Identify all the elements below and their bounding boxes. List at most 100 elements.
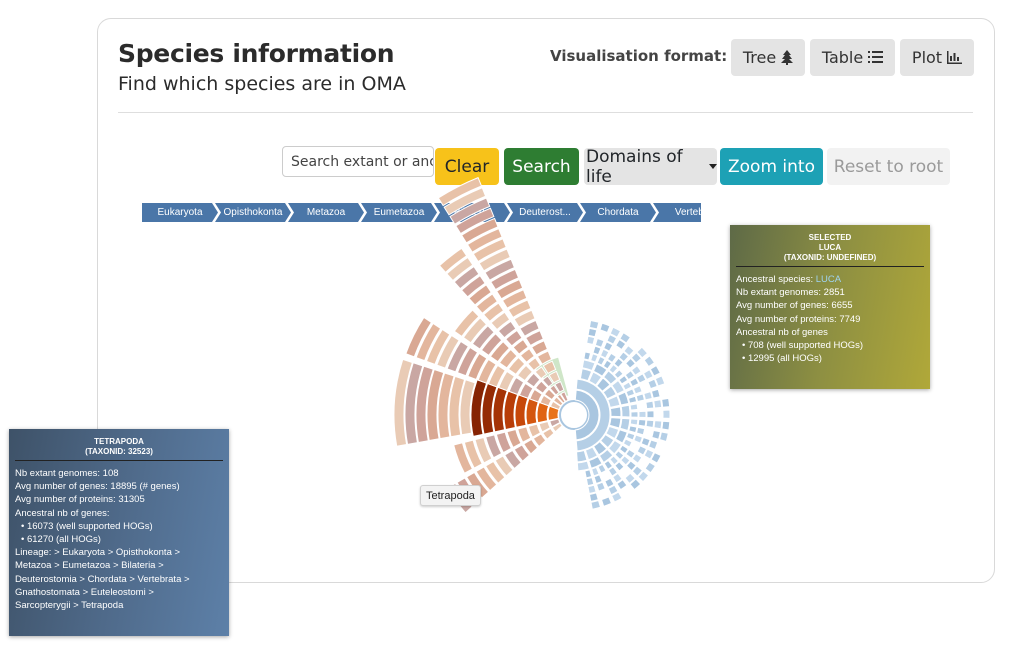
sunburst-segment-eukaryota[interactable] bbox=[527, 357, 542, 372]
sunburst-segment-bacteria[interactable] bbox=[625, 460, 637, 472]
search-button[interactable]: Search bbox=[504, 148, 579, 185]
sunburst-segment-eukaryota[interactable] bbox=[507, 299, 532, 319]
ancestral-species-link[interactable]: LUCA bbox=[815, 274, 842, 285]
sunburst-segment-bacteria[interactable] bbox=[606, 352, 618, 364]
sunburst-segment-bacteria[interactable] bbox=[588, 319, 600, 330]
sunburst-segment-eukaryota[interactable] bbox=[498, 348, 518, 369]
sunburst-segment-bacteria[interactable] bbox=[643, 355, 656, 368]
sunburst-segment-bacteria[interactable] bbox=[608, 417, 622, 429]
sunburst-segment-bacteria[interactable] bbox=[644, 461, 657, 474]
sunburst-segment-eukaryota[interactable] bbox=[543, 388, 556, 401]
sunburst-segment-eukaryota[interactable] bbox=[548, 370, 561, 384]
sunburst-segment-bacteria[interactable] bbox=[624, 472, 636, 485]
sunburst-segment-eukaryota[interactable] bbox=[532, 433, 547, 448]
sunburst-segment-eukaryota[interactable] bbox=[508, 376, 525, 396]
sunburst-segment-eukaryota[interactable] bbox=[513, 309, 536, 328]
sunburst-segment-bacteria[interactable] bbox=[592, 440, 608, 456]
sunburst-segment-bacteria[interactable] bbox=[581, 359, 596, 372]
sunburst-segment-bacteria[interactable] bbox=[637, 470, 650, 483]
sunburst-segment-bacteria[interactable] bbox=[590, 353, 599, 363]
sunburst-segment-eukaryota[interactable] bbox=[449, 197, 491, 225]
breadcrumb-item-vertebrata[interactable]: Vertebr bbox=[653, 203, 701, 222]
sunburst-segment-eukaryota[interactable] bbox=[536, 350, 553, 365]
sunburst-segment-bacteria[interactable] bbox=[618, 374, 629, 385]
sunburst-segment-bacteria[interactable] bbox=[629, 478, 642, 491]
sunburst-segment-eukaryota[interactable] bbox=[475, 466, 498, 492]
sunburst-segment-eukaryota[interactable] bbox=[485, 434, 503, 459]
breadcrumb-item-eukaryota[interactable]: Eukaryota bbox=[142, 203, 218, 222]
sunburst-segment-bacteria[interactable] bbox=[642, 368, 654, 381]
sunburst-segment-bacteria[interactable] bbox=[599, 322, 611, 334]
sunburst-segment-bacteria[interactable] bbox=[588, 371, 603, 386]
breadcrumb-item-deuterostomia[interactable]: Deuterost... bbox=[507, 203, 583, 222]
sunburst-segment-bacteria[interactable] bbox=[636, 445, 648, 456]
sunburst-segment-tetrapoda[interactable] bbox=[525, 397, 539, 426]
sunburst-segment-bacteria[interactable] bbox=[615, 338, 627, 351]
sunburst-segment-eukaryota[interactable] bbox=[538, 420, 551, 433]
sunburst-segment-eukaryota[interactable] bbox=[460, 217, 499, 244]
sunburst-segment-tetrapoda[interactable] bbox=[448, 375, 466, 438]
sunburst-segment-bacteria[interactable] bbox=[596, 355, 606, 366]
sunburst-segment-bacteria[interactable] bbox=[623, 344, 635, 357]
sunburst-segment-eukaryota[interactable] bbox=[456, 346, 479, 377]
sunburst-segment-bacteria[interactable] bbox=[617, 391, 630, 406]
sunburst-segment-eukaryota[interactable] bbox=[460, 275, 486, 298]
reset-to-root-button[interactable]: Reset to root bbox=[827, 148, 950, 185]
sunburst-segment-bacteria[interactable] bbox=[616, 478, 628, 491]
sunburst-segment-bacteria[interactable] bbox=[598, 448, 614, 464]
sunburst-segment-tetrapoda[interactable] bbox=[459, 379, 476, 436]
sunburst-segment-eukaryota[interactable] bbox=[534, 366, 548, 380]
sunburst-segment-bacteria[interactable] bbox=[635, 393, 646, 403]
sunburst-segment-eukaryota[interactable] bbox=[539, 394, 553, 407]
sunburst-segment-tetrapoda[interactable] bbox=[426, 368, 445, 442]
sunburst-segment-eukaryota[interactable] bbox=[446, 340, 470, 373]
breadcrumb-item-metazoa[interactable]: Metazoa bbox=[288, 203, 364, 222]
sunburst-segment-bacteria[interactable] bbox=[587, 484, 597, 495]
sunburst-segment-eukaryota[interactable] bbox=[523, 438, 539, 455]
zoom-into-button[interactable]: Zoom into bbox=[720, 148, 823, 185]
sunburst-segment-eukaryota[interactable] bbox=[466, 227, 503, 253]
sunburst-segment-bacteria[interactable] bbox=[620, 404, 631, 418]
sunburst-segment-bacteria[interactable] bbox=[643, 448, 655, 460]
sunburst-segment-bacteria[interactable] bbox=[614, 461, 625, 472]
sunburst-segment-bacteria[interactable] bbox=[595, 481, 606, 492]
sunburst-segment-bacteria[interactable] bbox=[653, 420, 663, 430]
sunburst-segment-bacteria[interactable] bbox=[574, 389, 600, 441]
sunburst-segment-bacteria[interactable] bbox=[613, 357, 624, 369]
clear-button[interactable]: Clear bbox=[435, 148, 499, 185]
sunburst-segment-bacteria[interactable] bbox=[620, 455, 631, 466]
breadcrumb-item-eumetazoa[interactable]: Eumetazoa bbox=[361, 203, 437, 222]
sunburst-segment-eukaryota[interactable] bbox=[438, 247, 468, 274]
sunburst-segment-eukaryota[interactable] bbox=[556, 393, 566, 404]
sunburst-segment-eukaryota[interactable] bbox=[480, 333, 503, 357]
sunburst-segment-bacteria[interactable] bbox=[624, 369, 636, 381]
sunburst-segment-eukaryota[interactable] bbox=[516, 364, 534, 382]
sunburst-segment-bacteria[interactable] bbox=[635, 426, 646, 436]
table-format-button[interactable]: Table bbox=[810, 39, 895, 76]
sunburst-segment-bacteria[interactable] bbox=[588, 492, 599, 502]
domains-of-life-dropdown[interactable]: Domains of life bbox=[584, 147, 717, 187]
sunburst-segment-eukaryota[interactable] bbox=[490, 268, 520, 291]
sunburst-segment-bacteria[interactable] bbox=[583, 351, 592, 361]
sunburst-segment-eukaryota[interactable] bbox=[519, 347, 535, 363]
sunburst-segment-bacteria[interactable] bbox=[633, 434, 644, 444]
sunburst-segment-eukaryota[interactable] bbox=[525, 329, 544, 347]
sunburst-segment-bacteria[interactable] bbox=[593, 474, 603, 485]
sunburst-segment-bacteria[interactable] bbox=[579, 368, 593, 382]
sunburst-segment-bacteria[interactable] bbox=[605, 425, 620, 440]
sunburst-segment-bacteria[interactable] bbox=[609, 406, 622, 418]
species-search-input[interactable]: Search extant or anc bbox=[282, 146, 434, 177]
sunburst-segment-eukaryota[interactable] bbox=[484, 258, 516, 281]
sunburst-segment-bacteria[interactable] bbox=[637, 419, 647, 427]
sunburst-segment-eukaryota[interactable] bbox=[405, 316, 433, 358]
sunburst-segment-eukaryota[interactable] bbox=[527, 423, 542, 438]
sunburst-segment-tetrapoda[interactable] bbox=[437, 372, 455, 440]
sunburst-segment-bacteria[interactable] bbox=[650, 388, 661, 399]
sunburst-segment-bacteria[interactable] bbox=[650, 451, 662, 464]
sunburst-segment-bacteria[interactable] bbox=[629, 418, 639, 426]
sunburst-segment-eukaryota[interactable] bbox=[495, 278, 524, 300]
sunburst-segment-bacteria[interactable] bbox=[602, 359, 613, 370]
sunburst-segment-eukaryota[interactable] bbox=[541, 375, 554, 388]
sunburst-segment-bacteria[interactable] bbox=[614, 429, 628, 444]
